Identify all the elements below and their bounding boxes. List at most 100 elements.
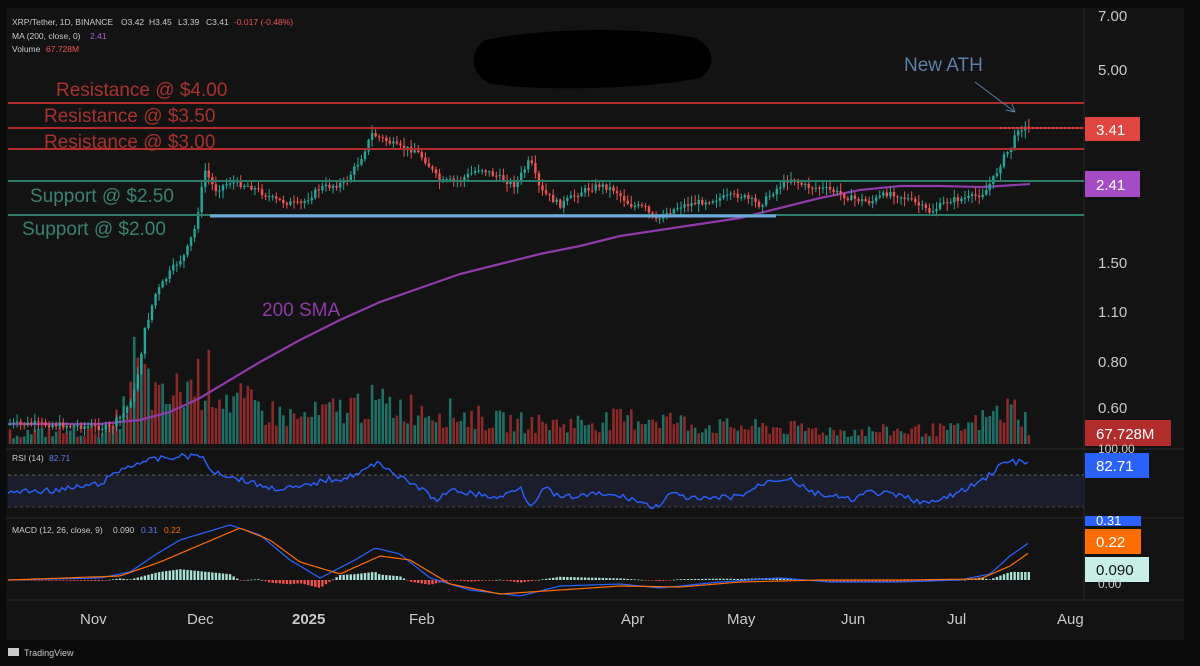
macd-hist-bar [860,580,864,582]
candle-body [505,180,509,185]
macd-hist-bar [221,573,225,580]
volume-bar [136,357,140,444]
volume-bar [196,358,200,444]
macd-hist-bar [72,580,76,581]
volume-bar [345,413,349,444]
volume-bar [988,415,992,444]
candle-body [999,166,1002,174]
macd-hist-bar [498,579,502,581]
volume-bar [690,424,693,444]
candle-body [906,198,910,200]
ma-badge [1085,171,1140,197]
candle-body [843,194,846,199]
candle-body [367,139,370,152]
macd-hist-bar [253,579,257,581]
macd-hist-bar [910,580,913,582]
time-tick: Nov [80,611,107,628]
candle-body [587,187,590,191]
candle-body [619,193,622,196]
candle-body [477,170,480,172]
macd-hist-bar [733,578,736,580]
volume-bar [839,429,842,444]
candle-body [896,196,899,198]
volume-bar [239,383,243,444]
macd-hist-bar [867,580,871,582]
candle-body [527,160,530,170]
price-tick: 7.00 [1098,8,1127,25]
macd-hist-bar [356,573,360,580]
macd-hist-bar [321,580,324,587]
volume-bar [140,353,143,444]
volume-bar [8,429,12,444]
candle-body [495,175,498,177]
macd-hist-bar [672,579,676,581]
macd-hist-bar [576,577,580,580]
volume-bar [956,423,960,444]
volume-bar [498,410,502,444]
candle-body [867,201,871,204]
volume-bar [111,426,115,444]
new-ath-arrow [974,81,1016,113]
macd-hist-bar [495,579,498,581]
volume-bar [842,430,846,444]
volume-bar [413,425,416,444]
macd-hist-bar [676,579,679,581]
candle-body [413,150,416,153]
volume-bar [395,415,399,444]
volume-bar [54,431,58,444]
candle-body [662,217,665,219]
volume-bar [189,379,193,444]
macd-hist-bar [743,578,747,580]
volume-bar [377,398,381,444]
candle-body [857,198,860,202]
candle-body [97,425,100,431]
volume-bar [225,394,228,444]
volume-bar [928,436,931,444]
candle-body [1013,135,1016,149]
candle-body [466,173,470,178]
macd-hist-bar [165,571,168,580]
macd-hist-bar [236,578,239,580]
volume-bar [1009,404,1013,444]
volume-bar [267,422,271,444]
macd-hist-bar [921,580,924,582]
volume-bar [154,382,157,444]
volume-bar [399,399,402,444]
candle-body [622,195,626,201]
volume-bar [260,410,264,444]
candle-body [186,245,189,256]
legend-ma-label: MA (200, close, 0) [12,31,81,41]
candle-body [701,199,704,205]
volume-bar [274,425,278,444]
volume-bar [58,427,61,444]
macd-hist-bar [157,572,161,580]
volume-bar [44,437,47,444]
volume-bar [967,422,970,444]
macd-hist-bar [1017,572,1020,580]
volume-bar [828,427,832,444]
macd-hist-bar [882,580,885,582]
macd-hist-bar [992,578,995,580]
macd-hist-bar [214,572,218,580]
volume-bar [857,435,860,444]
macd-hist-bar [463,580,466,582]
volume-bar [853,429,857,444]
candle-body [502,175,505,181]
volume-bar [768,433,771,444]
candle-body [79,425,83,429]
candle-body [395,141,399,144]
candle-body [310,197,313,201]
macd-hist-bar [434,580,438,584]
volume-bar [211,406,214,444]
volume-bar [782,433,786,444]
candle-body [324,184,328,187]
macd-hist-bar [651,580,654,581]
macd-hist-bar [662,580,665,581]
candle-body [491,171,494,176]
candle-body [956,197,960,202]
tradingview-brand[interactable]: TradingView [8,648,74,658]
volume-bar [669,412,672,444]
candle-body [133,389,136,402]
candle-body [179,260,182,265]
